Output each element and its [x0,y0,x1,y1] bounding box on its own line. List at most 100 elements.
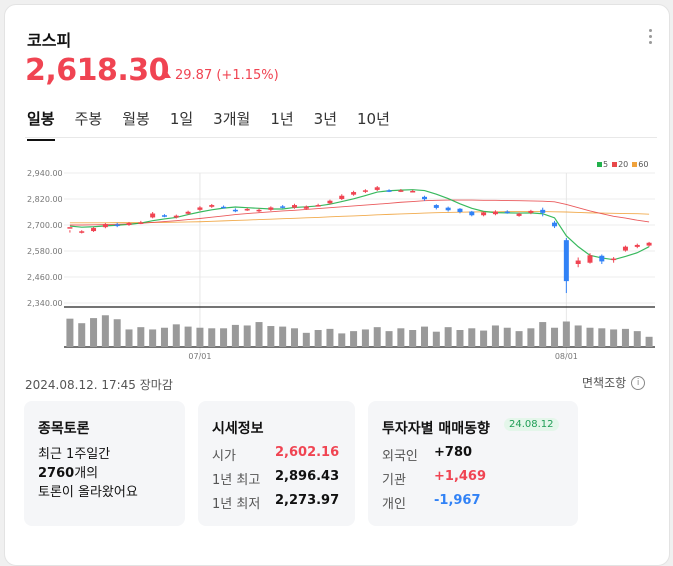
volume-bar [598,328,606,347]
investors-date-badge: 24.08.12 [504,418,559,431]
candle-body [244,208,250,211]
period-tabs: 일봉 주봉 월봉 1일 3개월 1년 3년 10년 [27,108,410,141]
volume-bar [456,330,464,347]
candle-body [611,258,617,261]
candle-body [563,240,569,282]
candle-body [126,223,132,225]
candle-body [221,206,227,209]
investor-row-foreign: 외국인 +780 [382,445,473,464]
up-triangle-icon [163,72,171,78]
candle-body [327,200,333,204]
volume-bar [385,331,393,347]
volume-bar [574,325,582,347]
candlestick-chart[interactable]: 2,940.00 2,820.00 2,700.00 2,580.00 2,460.00… [19,155,659,363]
more-options-icon[interactable] [649,29,653,45]
volume-bar [255,322,263,347]
volume-bar [633,331,641,347]
tab-daily[interactable]: 일봉 [27,108,55,141]
candle-body [102,224,108,228]
candle-body [138,222,144,224]
chart-legend: 5 20 60 [597,160,648,169]
y-tick-label: 2,820.00 [27,195,63,204]
tab-divider [25,137,657,138]
y-tick-label: 2,340.00 [27,299,63,308]
candle-body [386,190,392,192]
volume-bar [527,328,535,347]
candle-body [339,195,345,199]
candle-body [398,190,404,192]
volume-bar [397,328,405,347]
legend-ma20: 20 [612,160,628,169]
volume-bar [208,328,216,347]
candle-body [587,255,593,263]
volume-bar [220,328,228,347]
legend-ma5: 5 [597,160,608,169]
volume-bar [539,322,547,347]
candle-body [481,212,487,216]
candle-body [433,205,439,208]
y-tick-label: 2,460.00 [27,273,63,282]
volume-bar [196,327,204,347]
investors-box[interactable]: 투자자별 매매동향 24.08.12 외국인 +780 기관 +1,469 개인 -1… [368,401,578,526]
candle-body [209,205,215,207]
index-price: 2,618.30 [25,53,170,88]
ma60-line [69,211,650,224]
investors-title: 투자자별 매매동향 [382,421,490,437]
quote-box[interactable]: 시세정보 시가 2,602.16 1년 최고 2,896.43 1년 최저 2,273… [198,401,355,526]
quote-row-open: 시가 2,602.16 [212,445,340,464]
tab-10years[interactable]: 10년 [357,110,390,128]
volume-bar [551,327,559,347]
tab-monthly[interactable]: 월봉 [122,110,150,128]
candle-body [516,213,522,216]
volume-bar [279,326,287,347]
candle-body [232,209,238,212]
volume-bar [361,329,369,347]
volume-bar [444,327,452,347]
volume-bar [326,328,334,347]
volume-bar [172,324,180,347]
discussion-title: 종목토론 [38,421,90,437]
candle-body [91,228,97,232]
y-tick-label: 2,580.00 [27,247,63,256]
volume-bar [267,326,275,347]
candle-body [646,242,652,246]
candle-body [67,227,73,229]
volume-bar [480,330,488,347]
candle-body [504,211,510,214]
volume-bar [409,330,417,347]
candle-body [291,205,297,208]
volume-bar [491,325,499,347]
volume-bar [160,327,168,347]
candle-body [79,231,85,233]
candle-body [185,211,191,214]
disclaimer-label: 면책조항 [582,376,627,390]
tab-1year[interactable]: 1년 [270,110,294,128]
disclaimer-link[interactable]: 면책조항 i [582,374,646,391]
candle-body [351,192,357,195]
quote-title: 시세정보 [212,421,264,437]
candle-body [303,206,309,209]
volume-bar [90,318,98,347]
candle-body [540,209,546,213]
candle-body [469,211,475,216]
legend-ma60: 60 [632,160,648,169]
candle-body [268,207,274,210]
volume-bar [231,324,239,347]
y-tick-label: 2,940.00 [27,169,63,178]
investor-row-individual: 개인 -1,967 [382,493,481,512]
volume-bar [66,318,74,347]
tab-3months[interactable]: 3개월 [213,110,251,128]
volume-bar [503,327,511,347]
candle-body [422,196,428,200]
volume-bar [113,319,121,347]
index-title: 코스피 [27,31,72,50]
volume-bar [562,321,570,347]
tab-3years[interactable]: 3년 [313,110,338,128]
timestamp: 2024.08.12. 17:45 장마감 [25,378,173,392]
tab-weekly[interactable]: 주봉 [74,110,103,128]
discussion-box[interactable]: 종목토론 최근 1주일간 2760개의 토론이 올라왔어요 [24,401,185,526]
change-value: 29.87 (+1.15%) [175,68,279,83]
tab-1day[interactable]: 1일 [169,110,194,128]
volume-bar [432,331,440,347]
candle-body [150,213,156,218]
